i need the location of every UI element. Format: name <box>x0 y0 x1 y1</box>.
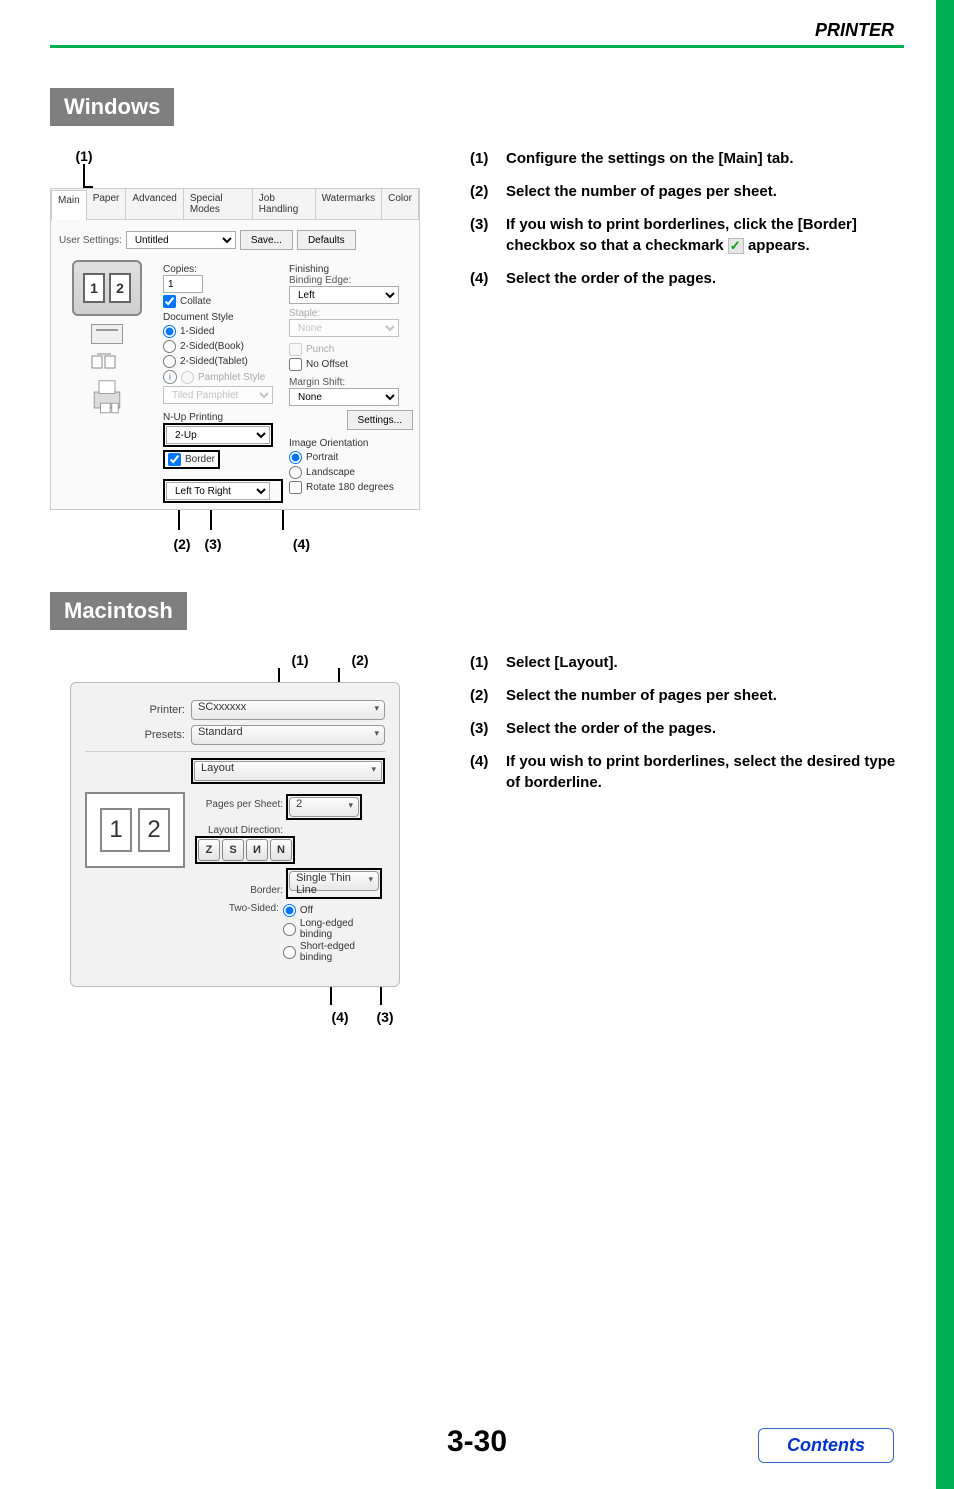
mac-direction-group: Z S И N <box>195 836 295 864</box>
tiled-pamphlet-select: Tiled Pamphlet <box>163 386 273 404</box>
order-select[interactable]: Left To Right <box>166 482 270 500</box>
dir-btn-1[interactable]: Z <box>198 839 220 861</box>
header-rule <box>50 45 904 48</box>
nup-select[interactable]: 2-Up <box>166 426 270 444</box>
mac-printer-label: Printer: <box>85 704 185 716</box>
macintosh-section-label: Macintosh <box>50 592 187 630</box>
mac-layout-select[interactable]: Layout <box>194 761 382 781</box>
tray-icon <box>91 324 123 344</box>
collate-label: Collate <box>180 296 211 307</box>
windows-dialog-area: (1) Main Paper Advanced Special Modes Jo… <box>50 148 430 552</box>
tab-color[interactable]: Color <box>382 189 419 219</box>
border-label: Border <box>185 454 215 465</box>
margin-shift-select[interactable]: None <box>289 388 399 406</box>
tab-special[interactable]: Special Modes <box>184 189 253 219</box>
mac-presets-select[interactable]: Standard <box>191 725 385 745</box>
radio-1sided[interactable] <box>163 325 176 338</box>
printer-icon <box>91 376 123 416</box>
mac-callout-3: (3) <box>360 1009 410 1025</box>
finishing-label: Finishing <box>289 264 413 275</box>
dir-btn-3[interactable]: И <box>246 839 268 861</box>
checkmark-icon <box>728 238 744 254</box>
mac-callout-4: (4) <box>320 1009 360 1025</box>
mac-presets-label: Presets: <box>85 729 185 741</box>
no-offset-checkbox[interactable] <box>289 358 302 371</box>
tab-watermarks[interactable]: Watermarks <box>316 189 383 219</box>
copies-label: Copies: <box>163 264 283 275</box>
radio-landscape[interactable] <box>289 466 302 479</box>
mac-preview-1: 1 <box>100 808 132 852</box>
punch-checkbox <box>289 343 302 356</box>
tab-strip: Main Paper Advanced Special Modes Job Ha… <box>51 189 419 220</box>
radio-2sided-tablet[interactable] <box>163 355 176 368</box>
margin-shift-label: Margin Shift: <box>289 377 413 388</box>
side-green-bar <box>936 0 954 1489</box>
mac-radio-off[interactable] <box>283 904 296 917</box>
collate-checkbox[interactable] <box>163 295 176 308</box>
mac-dialog-area: (1) (2) Printer: SCxxxxxx Presets: Stand… <box>50 652 430 1025</box>
mac-callout-1: (1) <box>270 652 330 668</box>
mac-preview: 1 2 <box>85 792 185 868</box>
doc-style-label: Document Style <box>163 312 283 323</box>
defaults-button[interactable]: Defaults <box>297 230 356 250</box>
preview-page-2: 2 <box>109 273 131 303</box>
nup-flow-icon <box>91 350 123 372</box>
mac-printer-select[interactable]: SCxxxxxx <box>191 700 385 720</box>
dir-btn-4[interactable]: N <box>270 839 292 861</box>
mac-radio-long[interactable] <box>283 923 296 936</box>
user-settings-select[interactable]: Untitled <box>126 231 236 249</box>
callout-hook <box>83 178 93 188</box>
mac-border-select[interactable]: Single Thin Line <box>289 871 379 891</box>
mac-border-label: Border: <box>195 885 283 896</box>
binding-edge-label: Binding Edge: <box>289 275 413 286</box>
mac-preview-2: 2 <box>138 808 170 852</box>
printer-dialog-windows: Main Paper Advanced Special Modes Job Ha… <box>50 188 420 510</box>
nup-label: N-Up Printing <box>163 412 283 423</box>
mac-instructions: (1)Select [Layout]. (2)Select the number… <box>470 652 904 793</box>
staple-select: None <box>289 319 399 337</box>
dir-btn-2[interactable]: S <box>222 839 244 861</box>
tab-job[interactable]: Job Handling <box>253 189 316 219</box>
mac-radio-short[interactable] <box>283 946 296 959</box>
windows-section-label: Windows <box>50 88 174 126</box>
callout-1: (1) <box>74 148 94 164</box>
info-icon: i <box>163 370 177 384</box>
settings-button[interactable]: Settings... <box>347 410 413 430</box>
border-checkbox[interactable] <box>168 453 181 466</box>
tab-main[interactable]: Main <box>51 190 87 220</box>
mac-callout-2: (2) <box>330 652 390 668</box>
binding-edge-select[interactable]: Left <box>289 286 399 304</box>
callout-4: (4) <box>230 536 310 552</box>
user-settings-label: User Settings: <box>59 235 122 246</box>
contents-button[interactable]: Contents <box>758 1428 894 1463</box>
radio-pamphlet <box>181 371 194 384</box>
callout-line-4 <box>282 510 284 530</box>
staple-label: Staple: <box>289 308 413 319</box>
copies-input[interactable] <box>163 275 203 293</box>
mac-dir-label: Layout Direction: <box>195 825 283 836</box>
rotate180-checkbox[interactable] <box>289 481 302 494</box>
mac-pps-label: Pages per Sheet: <box>195 799 283 810</box>
tab-advanced[interactable]: Advanced <box>126 189 183 219</box>
tab-paper[interactable]: Paper <box>87 189 127 219</box>
preview-page-1: 1 <box>83 273 105 303</box>
printer-dialog-mac: Printer: SCxxxxxx Presets: Standard Layo… <box>70 682 400 987</box>
callout-2: (2) <box>168 536 196 552</box>
windows-instructions: (1)Configure the settings on the [Main] … <box>470 148 904 289</box>
callout-3: (3) <box>196 536 230 552</box>
callout-line <box>83 164 85 178</box>
mac-pps-select[interactable]: 2 <box>289 797 359 817</box>
radio-portrait[interactable] <box>289 451 302 464</box>
mac-two-sided-label: Two-Sided: <box>195 903 279 964</box>
save-button[interactable]: Save... <box>240 230 293 250</box>
header-title: PRINTER <box>50 20 904 41</box>
preview-thumbnail: 1 2 <box>72 260 142 316</box>
orientation-label: Image Orientation <box>289 438 413 449</box>
radio-2sided-book[interactable] <box>163 340 176 353</box>
